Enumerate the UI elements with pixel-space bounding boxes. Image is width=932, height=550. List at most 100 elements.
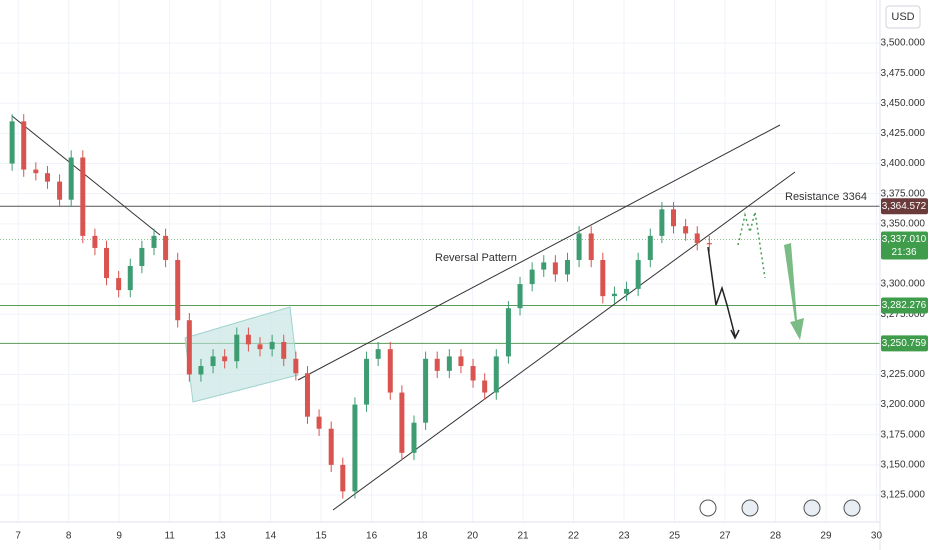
candle-body [352,404,358,492]
candle-body [340,464,346,492]
y-tick-label: 3,400.000 [881,158,926,169]
level-tag [881,198,928,215]
x-tick-label: 11 [164,531,175,542]
candle-body [222,356,228,362]
candle-body [423,358,429,423]
x-tick-label: 21 [517,531,529,542]
candle-body [21,121,27,170]
candle-body [624,288,630,294]
last-price-tag [881,231,928,260]
candle-body [600,259,606,297]
candle-body [493,356,499,393]
candle-body [80,157,86,236]
candle-body [151,235,157,248]
candle-body [611,293,617,297]
x-tick-label: 8 [66,531,72,542]
pattern-label: Reversal Pattern [435,252,517,264]
resistance-label: Resistance 3364 [785,191,867,203]
candle-body [9,121,15,164]
x-tick-label: 23 [618,531,630,542]
y-tick-label: 3,200.000 [881,399,926,410]
projection-path [707,246,736,337]
candle-body [57,181,63,200]
candle-body [116,278,122,291]
candle-body [529,269,535,285]
x-tick-label: 20 [467,531,479,542]
y-tick-label: 3,350.000 [881,218,926,229]
candle-body [316,416,322,429]
candle-body [683,226,689,234]
candle-body [694,233,700,244]
candle-body [659,209,665,236]
candle-body [269,341,275,350]
y-tick-label: 3,125.000 [881,490,926,501]
candle-body [564,259,570,275]
icon[interactable] [843,499,861,517]
candle-body [470,366,476,381]
x-tick-label: 9 [116,531,122,542]
candle-body [541,262,547,270]
candle-body [635,259,641,289]
level-tag [881,335,928,352]
candle-body [186,320,192,375]
currency-box[interactable] [885,5,921,29]
y-tick-label: 3,275.000 [881,309,926,320]
x-tick-label: 16 [366,531,378,542]
wedge-lower [332,171,796,511]
last-price-time: 21:36 [891,247,916,258]
candle-body [505,308,511,357]
candle-body [257,344,263,350]
x-tick-label: 29 [820,531,832,542]
x-tick-label: 22 [568,531,580,542]
candle-body [33,169,39,174]
candle-body [104,247,110,279]
candle-body [647,235,653,260]
candle-body [411,422,417,453]
icon[interactable] [699,499,717,517]
candle-body [234,334,240,362]
candle-body [364,358,370,405]
candle-body [576,233,582,260]
icon[interactable] [741,499,759,517]
candle-body [482,380,488,393]
x-tick-label: 30 [871,531,883,542]
y-tick-label: 3,150.000 [881,460,926,471]
x-tick-label: 27 [719,531,731,542]
candle-body [92,235,98,248]
candle-body [68,157,74,200]
axes: 3,125.000 3,150.000 3,175.000 3,200.000 3,22… [15,38,928,542]
x-tick-label: 15 [316,531,328,542]
candle-body [588,233,594,260]
candle-body [293,358,299,374]
down-trendline [11,115,161,236]
y-tick-label: 3,175.000 [881,429,926,440]
icon[interactable] [803,499,821,517]
candle-body [399,392,405,453]
candle-body [706,243,712,245]
candle-body [671,209,677,227]
y-tick-label: 3,425.000 [881,128,926,139]
candle-body [328,428,334,465]
wedge-upper [297,124,781,381]
candles [9,114,712,499]
candle-body [446,356,452,371]
candle-body [175,259,181,321]
candle-body [552,262,558,275]
candle-body [517,284,523,309]
y-tick-label: 3,475.000 [881,68,926,79]
x-tick-label: 28 [770,531,782,542]
candle-body [304,373,310,417]
level-label: 3,364.572 [882,201,927,212]
x-tick-label: 13 [215,531,227,542]
y-tick-label: 3,225.000 [881,369,926,380]
projection-arrowhead [730,329,740,340]
level-label: 3,282.276 [882,300,927,311]
candle-body [139,247,145,267]
x-tick-label: 25 [669,531,681,542]
alt-path [737,211,766,279]
y-tick-label: 3,300.000 [881,279,926,290]
y-tick-label: 3,375.000 [881,188,926,199]
candle-body [44,173,50,182]
